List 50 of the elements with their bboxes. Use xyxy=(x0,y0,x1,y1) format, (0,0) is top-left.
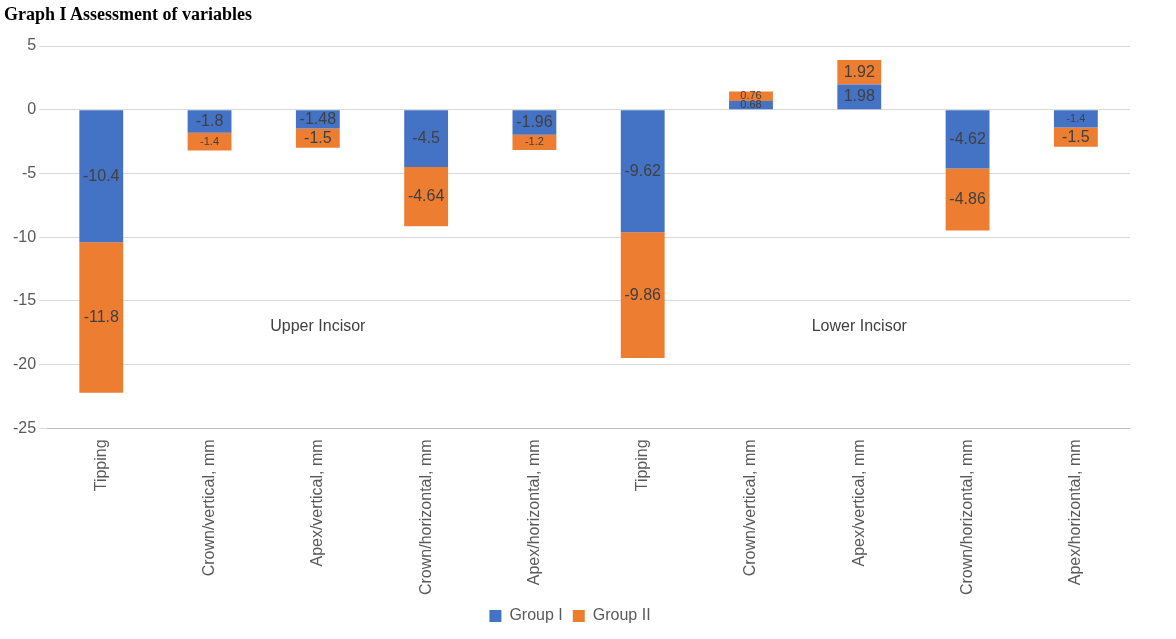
x-tick-label: Tipping xyxy=(633,439,651,492)
data-label: -9.62 xyxy=(624,161,662,179)
bar xyxy=(1053,110,1098,128)
annotation: Lower Incisor xyxy=(811,316,908,334)
x-tick-label: Crown/horizontal, mm xyxy=(416,439,434,596)
bar xyxy=(404,167,449,227)
data-label: -1.96 xyxy=(516,112,553,130)
bar xyxy=(79,110,124,243)
data-label: -4.5 xyxy=(412,129,441,147)
y-tick-label: -5 xyxy=(21,163,37,181)
bar xyxy=(79,242,124,393)
data-label: -1.4 xyxy=(1066,111,1086,124)
bar xyxy=(945,110,990,169)
y-tick-label: 0 xyxy=(27,100,37,118)
data-label: -1.5 xyxy=(304,128,332,146)
x-tick-label: Crown/vertical, mm xyxy=(741,439,759,577)
data-label: -9.86 xyxy=(624,285,662,303)
bar xyxy=(187,132,232,151)
x-tick-label: Apex/horizontal, mm xyxy=(1066,439,1084,586)
x-tick-label: Apex/horizontal, mm xyxy=(524,439,542,586)
data-label: -1.2 xyxy=(524,135,544,148)
y-tick-label: -25 xyxy=(13,418,37,436)
bar xyxy=(404,110,449,168)
data-label: 1.98 xyxy=(843,87,875,105)
y-tick-label: 5 xyxy=(27,36,37,54)
data-label: -1.48 xyxy=(299,109,337,127)
y-tick-label: -10 xyxy=(13,227,37,245)
data-label: -4.64 xyxy=(407,187,445,205)
x-tick-label: Crown/horizontal, mm xyxy=(957,439,975,596)
chart-title: Graph I Assessment of variables xyxy=(4,4,253,26)
data-label: -4.86 xyxy=(949,190,986,207)
legend-label: Group II xyxy=(592,606,651,624)
legend-label: Group I xyxy=(509,606,563,624)
annotation: Upper Incisor xyxy=(270,316,367,334)
data-label: -4.62 xyxy=(949,129,986,147)
y-tick-label: -20 xyxy=(13,355,37,373)
bar xyxy=(945,168,990,231)
x-tick-label: Tipping xyxy=(91,439,109,492)
data-label: -1.5 xyxy=(1062,127,1090,145)
data-label: -10.4 xyxy=(83,166,120,184)
data-label: -1.8 xyxy=(195,111,224,129)
bar xyxy=(620,110,665,233)
data-label: -1.4 xyxy=(200,134,220,147)
data-label: -11.8 xyxy=(83,307,120,325)
y-tick-label: -15 xyxy=(13,291,37,309)
bar xyxy=(620,232,665,359)
x-tick-label: Apex/vertical, mm xyxy=(849,439,867,567)
x-tick-label: Apex/vertical, mm xyxy=(308,439,326,567)
x-tick-label: Crown/vertical, mm xyxy=(199,439,217,577)
data-label: 1.92 xyxy=(843,62,875,80)
